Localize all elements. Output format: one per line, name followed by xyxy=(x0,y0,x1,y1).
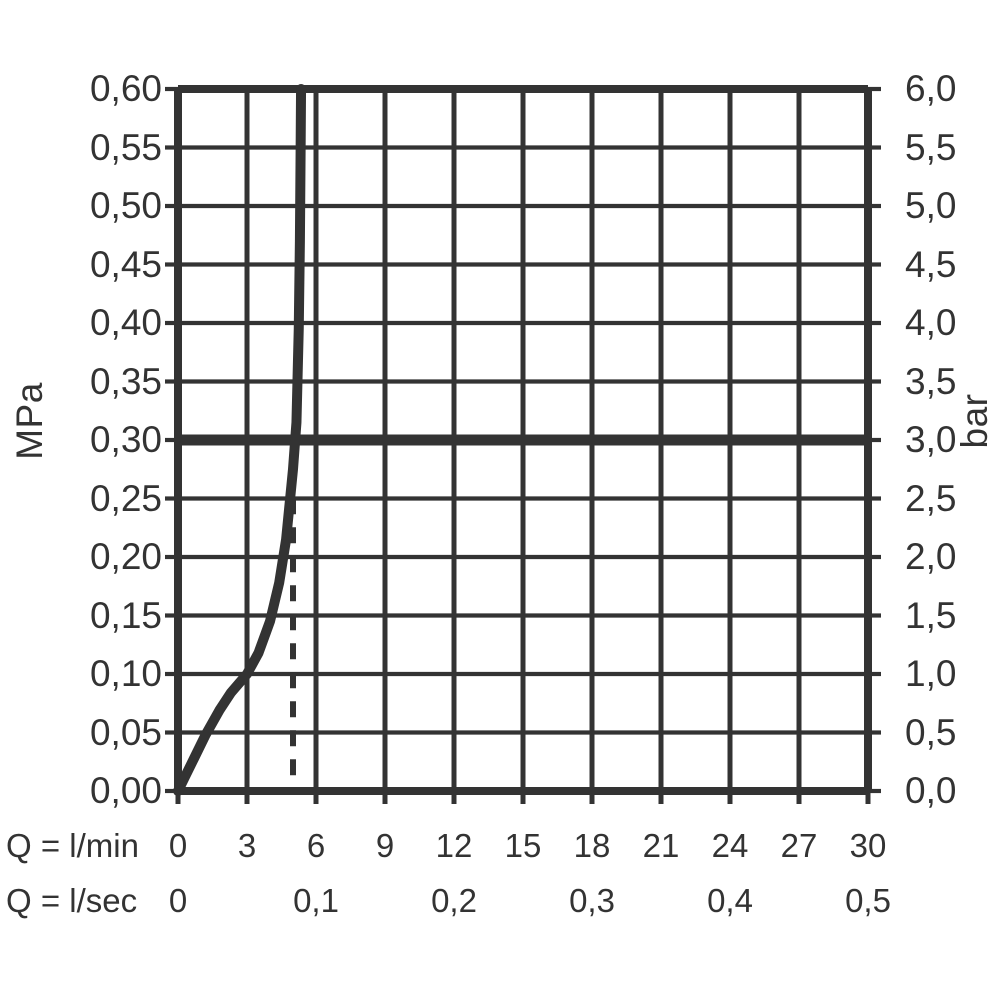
y-tick-label-mpa: 0,20 xyxy=(89,536,162,577)
x-tick-label-lmin: 12 xyxy=(435,827,473,864)
x-axis-title-lsec: Q = l/sec xyxy=(6,882,138,919)
x-tick-label-lmin: 21 xyxy=(642,827,680,864)
y-tick-label-bar: 5,5 xyxy=(905,126,957,168)
y-tick-label-bar: 1,0 xyxy=(905,653,957,694)
x-axis-title-lmin: Q = l/min xyxy=(6,827,139,864)
y-tick-label-mpa: 0,05 xyxy=(89,711,162,753)
x-tick-label-lsec: 0,5 xyxy=(845,882,891,919)
y-tick-label-mpa: 0,00 xyxy=(89,770,162,811)
y-tick-label-bar: 0,0 xyxy=(905,770,957,811)
y-tick-label-bar: 4,0 xyxy=(905,302,957,343)
y-tick-label-bar: 3,5 xyxy=(905,360,957,402)
x-tick-label-lmin: 0 xyxy=(168,827,188,864)
y-tick-label-mpa: 0,30 xyxy=(89,419,162,460)
x-tick-label-lmin: 6 xyxy=(306,827,326,864)
y-tick-label-bar: 2,0 xyxy=(905,536,957,577)
x-tick-label-lsec: 0,1 xyxy=(293,882,339,919)
y-tick-label-mpa: 0,60 xyxy=(89,68,162,109)
y-tick-label-bar: 3,0 xyxy=(905,419,957,460)
x-tick-label-lmin: 18 xyxy=(573,827,611,864)
x-tick-label-lsec: 0 xyxy=(168,882,188,919)
y-tick-label-bar: 2,5 xyxy=(905,477,957,519)
x-tick-label-lsec: 0,4 xyxy=(707,882,753,919)
y-tick-label-mpa: 0,45 xyxy=(89,243,162,285)
y-tick-label-bar: 5,0 xyxy=(905,185,957,226)
x-tick-label-lmin: 9 xyxy=(375,827,395,864)
y-tick-label-bar: 4,5 xyxy=(905,243,957,285)
x-tick-label-lmin: 3 xyxy=(237,827,257,864)
pressure-loss-curve xyxy=(173,84,307,796)
y-tick-label-mpa: 0,10 xyxy=(89,653,162,694)
y-tick-label-bar: 1,5 xyxy=(905,594,957,636)
y-tick-label-bar: 0,5 xyxy=(905,711,957,753)
y-tick-label-bar: 6,0 xyxy=(905,68,957,109)
y-tick-label-mpa: 0,50 xyxy=(89,185,162,226)
y-tick-label-mpa: 0,15 xyxy=(89,594,162,636)
x-tick-label-lsec: 0,3 xyxy=(569,882,615,919)
y-tick-label-mpa: 0,35 xyxy=(89,360,162,402)
x-tick-label-lmin: 30 xyxy=(849,827,887,864)
x-tick-label-lmin: 27 xyxy=(780,827,818,864)
x-tick-label-lmin: 24 xyxy=(711,827,749,864)
y-tick-label-mpa: 0,25 xyxy=(89,477,162,519)
y-tick-label-mpa: 0,55 xyxy=(89,126,162,168)
x-tick-label-lsec: 0,2 xyxy=(431,882,477,919)
x-tick-label-lmin: 15 xyxy=(504,827,542,864)
y-tick-label-mpa: 0,40 xyxy=(89,302,162,343)
